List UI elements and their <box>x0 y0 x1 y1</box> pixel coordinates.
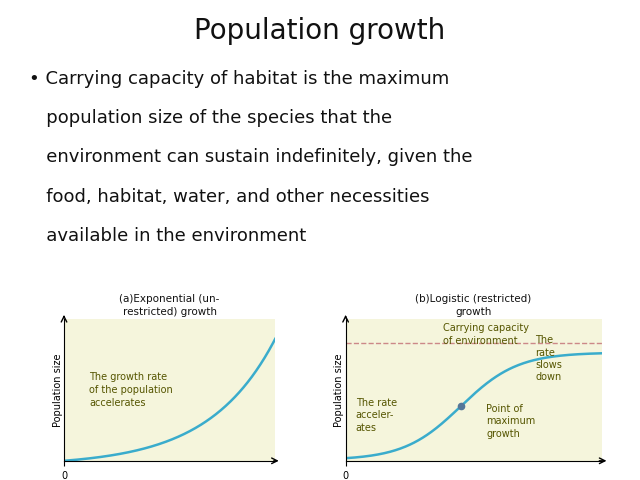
Text: Carrying capacity
of environment: Carrying capacity of environment <box>443 324 529 346</box>
Text: Point of
maximum
growth: Point of maximum growth <box>486 404 536 439</box>
Text: food, habitat, water, and other necessities: food, habitat, water, and other necessit… <box>29 188 429 205</box>
Text: The growth rate
of the population
accelerates: The growth rate of the population accele… <box>90 372 173 408</box>
Text: (b)Logistic (restricted)
growth: (b)Logistic (restricted) growth <box>415 294 532 317</box>
Text: population size of the species that the: population size of the species that the <box>29 109 392 127</box>
Y-axis label: Population size: Population size <box>334 353 344 427</box>
Text: (a)Exponential (un-
restricted) growth: (a)Exponential (un- restricted) growth <box>120 294 220 317</box>
Text: Population growth: Population growth <box>195 17 445 45</box>
Text: environment can sustain indefinitely, given the: environment can sustain indefinitely, gi… <box>29 148 472 167</box>
Text: available in the environment: available in the environment <box>29 227 306 245</box>
Text: • Carrying capacity of habitat is the maximum: • Carrying capacity of habitat is the ma… <box>29 70 449 88</box>
Text: The
rate
slows
down: The rate slows down <box>535 335 562 383</box>
Y-axis label: Population size: Population size <box>52 353 63 427</box>
Text: The rate
acceler-
ates: The rate acceler- ates <box>356 398 397 433</box>
